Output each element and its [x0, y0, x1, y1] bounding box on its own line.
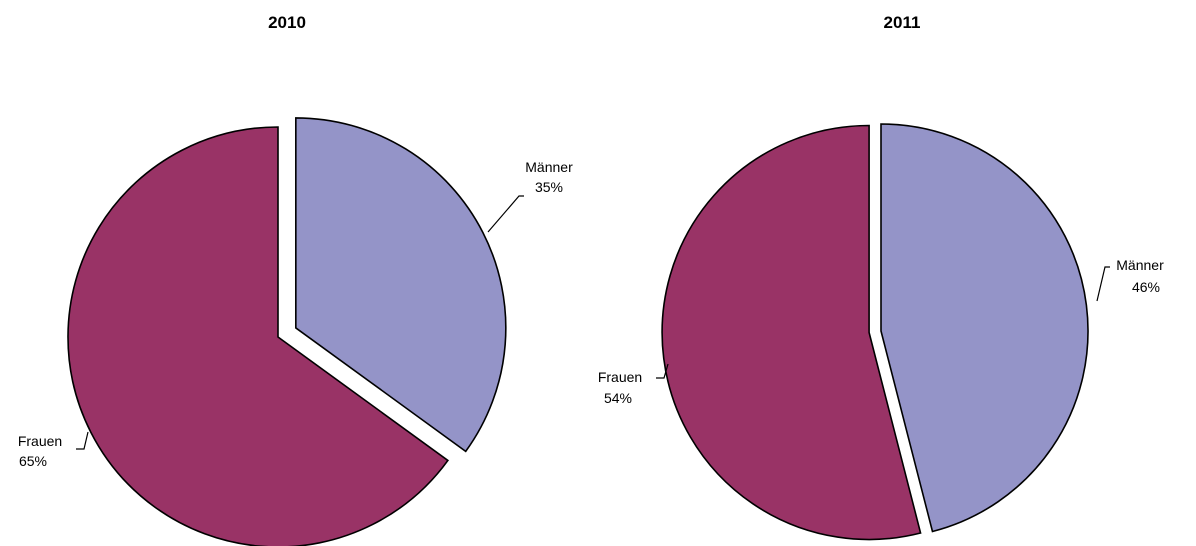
leader-line-2010-maenner [487, 195, 524, 233]
pie-chart-2010: 2010 Männer 35% Frauen 65% [18, 13, 573, 546]
slice-2011-frauen [661, 124, 922, 541]
chart-title-2011: 2011 [884, 13, 921, 32]
slice-2010-maenner [295, 117, 507, 453]
pie-chart-2011: 2011 Männer 46% Frauen 54% [598, 13, 1164, 541]
slice-value-2011-frauen: 54% [604, 390, 632, 406]
leader-line-2011-maenner [1096, 266, 1110, 302]
slice-label-2010-maenner: Männer [525, 159, 573, 175]
slice-value-2010-maenner: 35% [535, 179, 563, 195]
slice-2010-frauen [67, 126, 450, 546]
slice-value-2011-maenner: 46% [1132, 279, 1160, 295]
slice-value-2010-frauen: 65% [19, 453, 47, 469]
slice-2011-maenner [880, 123, 1089, 533]
slice-label-2011-frauen: Frauen [598, 369, 642, 385]
chart-title-2010: 2010 [268, 13, 306, 32]
slice-label-2011-maenner: Männer [1116, 257, 1164, 273]
slice-label-2010-frauen: Frauen [18, 433, 62, 449]
leader-line-2011-frauen [656, 363, 669, 379]
leader-line-2010-frauen [76, 431, 89, 450]
